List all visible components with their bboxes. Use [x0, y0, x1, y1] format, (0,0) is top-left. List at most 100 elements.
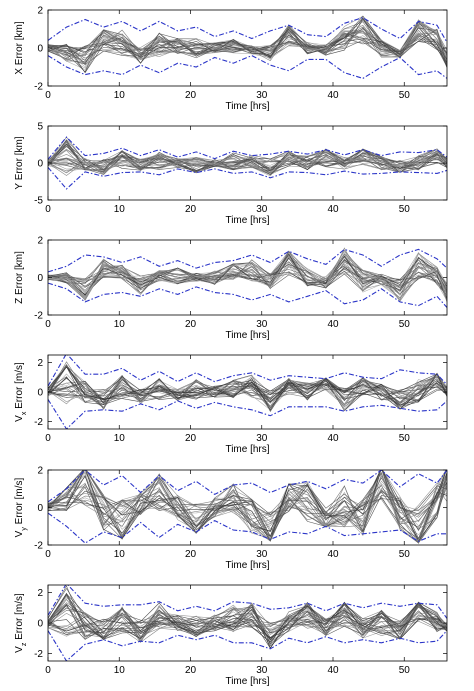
y-tick-label: 2: [37, 466, 43, 477]
sample-trajectory: [48, 251, 447, 296]
y-tick-label: 2: [37, 6, 43, 17]
sample-trajectory: [48, 253, 447, 296]
sample-trajectory: [48, 15, 447, 68]
y-tick-label: 0: [37, 503, 43, 514]
x-tick-label: 20: [185, 204, 197, 215]
y-axis-label: Vz Error [m/s]: [14, 593, 28, 653]
y-tick-label: -2: [34, 311, 43, 322]
x-axis-label: Time [hrs]: [225, 676, 269, 687]
y-tick-label: 0: [37, 273, 43, 284]
y-tick-label: 0: [37, 44, 43, 55]
x-axis-label: Time [hrs]: [225, 215, 269, 226]
x-tick-label: 50: [399, 90, 411, 101]
upper-bound-line: [48, 136, 447, 160]
plot-area: [48, 15, 447, 79]
x-tick-label: 30: [256, 549, 268, 560]
plot-area: [48, 136, 447, 190]
x-tick-label: 20: [185, 319, 197, 330]
y-tick-label: 2: [37, 358, 43, 369]
x-tick-label: 20: [185, 549, 197, 560]
sample-trajectory: [48, 606, 447, 641]
lower-bound-line: [48, 54, 447, 79]
x-tick-label: 10: [114, 665, 126, 676]
upper-bound-line: [48, 248, 447, 273]
upper-bound-line: [48, 585, 447, 619]
sample-trajectory: [48, 587, 447, 649]
sample-trajectory: [48, 149, 447, 173]
upper-bound-line: [48, 355, 447, 387]
x-axis-label: Time [hrs]: [225, 560, 269, 571]
sample-trajectory: [48, 601, 447, 643]
x-tick-label: 30: [256, 204, 268, 215]
y-tick-label: 2: [37, 588, 43, 599]
sample-trajectory: [48, 470, 447, 542]
x-tick-label: 0: [45, 433, 51, 444]
sample-trajectory: [48, 601, 447, 640]
y-tick-label: 0: [37, 159, 43, 170]
sample-trajectory: [48, 603, 447, 640]
lower-bound-line: [48, 512, 447, 544]
sample-trajectory: [48, 18, 447, 74]
sample-trajectory: [48, 601, 447, 647]
sample-trajectory: [48, 26, 447, 68]
x-tick-label: 40: [327, 204, 339, 215]
y-tick-label: 0: [37, 388, 43, 399]
sample-trajectory: [48, 592, 447, 643]
sample-trajectory: [48, 148, 447, 168]
sample-trajectory: [48, 249, 447, 297]
sample-trajectory: [48, 603, 447, 639]
upper-bound-line: [48, 17, 447, 43]
sample-trajectory: [48, 602, 447, 631]
x-tick-label: 0: [45, 204, 51, 215]
x-tick-label: 0: [45, 549, 51, 560]
x-tick-label: 20: [185, 90, 197, 101]
x-tick-label: 10: [114, 204, 126, 215]
x-tick-label: 40: [327, 433, 339, 444]
sample-trajectory: [48, 25, 447, 69]
x-tick-label: 30: [256, 433, 268, 444]
x-tick-label: 20: [185, 665, 197, 676]
sample-trajectory: [48, 252, 447, 298]
sample-trajectory: [48, 604, 447, 649]
y-tick-label: -2: [34, 82, 43, 93]
x-tick-label: 50: [399, 433, 411, 444]
x-tick-label: 0: [45, 665, 51, 676]
x-tick-label: 50: [399, 665, 411, 676]
y-axis-label: Vy Error [m/s]: [14, 477, 28, 537]
sample-trajectory: [48, 373, 447, 401]
sample-trajectory: [48, 382, 447, 406]
y-tick-label: 0: [37, 619, 43, 630]
sample-trajectory: [48, 259, 447, 292]
sample-trajectory: [48, 251, 447, 301]
x-tick-label: 30: [256, 319, 268, 330]
sample-trajectory: [48, 602, 447, 640]
lower-bound-line: [48, 399, 447, 429]
x-tick-label: 40: [327, 665, 339, 676]
sample-trajectory: [48, 252, 447, 301]
sample-trajectory: [48, 366, 447, 411]
sample-trajectory: [48, 26, 447, 60]
sample-trajectory: [48, 374, 447, 405]
x-tick-label: 0: [45, 90, 51, 101]
x-tick-label: 40: [327, 90, 339, 101]
x-tick-label: 40: [327, 319, 339, 330]
y-tick-label: -2: [34, 649, 43, 660]
x-axis-label: Time [hrs]: [225, 330, 269, 341]
sample-trajectory: [48, 470, 447, 538]
plot-area: [48, 355, 447, 429]
y-axis-label: X Error [km]: [14, 21, 25, 75]
sample-trajectory: [48, 259, 447, 299]
y-axis-label: Z Error [km]: [14, 251, 25, 304]
lower-bound-line: [48, 282, 447, 308]
sample-trajectory: [48, 472, 447, 538]
sample-trajectory: [48, 247, 447, 301]
sample-trajectory: [48, 139, 447, 171]
x-tick-label: 50: [399, 204, 411, 215]
y-tick-label: -5: [34, 196, 43, 207]
